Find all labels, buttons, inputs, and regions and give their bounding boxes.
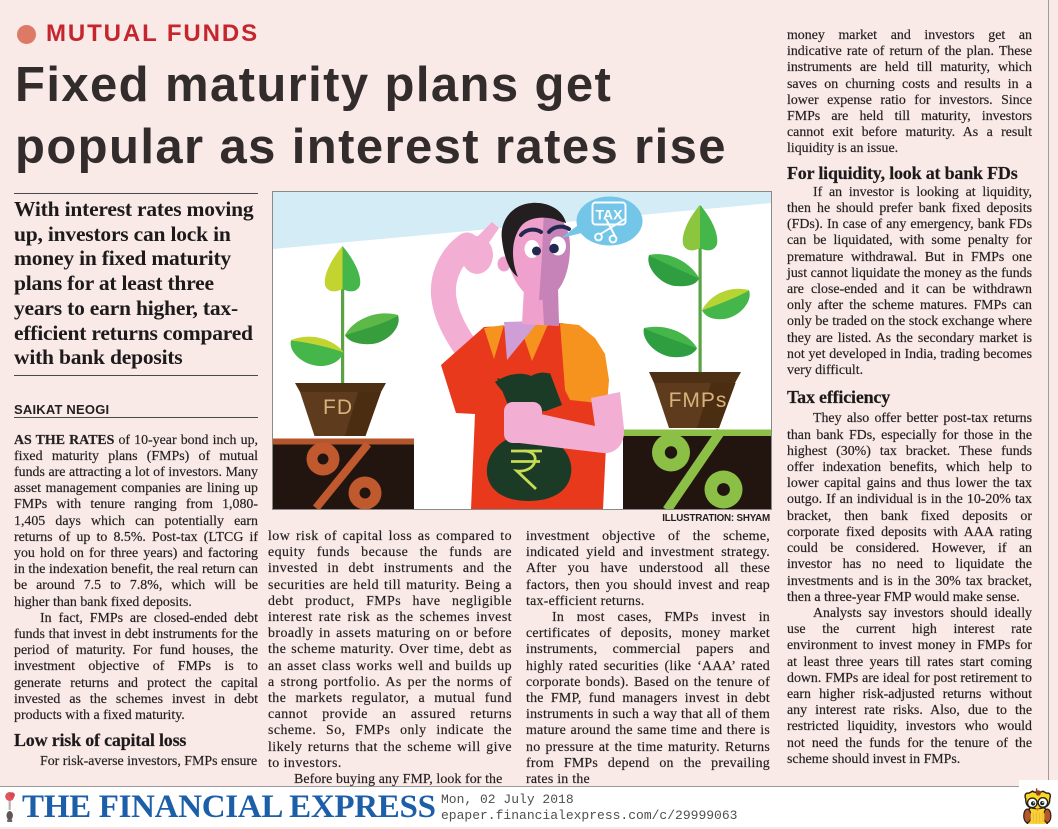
svg-text:FD: FD <box>323 396 353 419</box>
svg-text:TAX: TAX <box>596 207 624 223</box>
svg-text:FMPs: FMPs <box>669 389 728 412</box>
